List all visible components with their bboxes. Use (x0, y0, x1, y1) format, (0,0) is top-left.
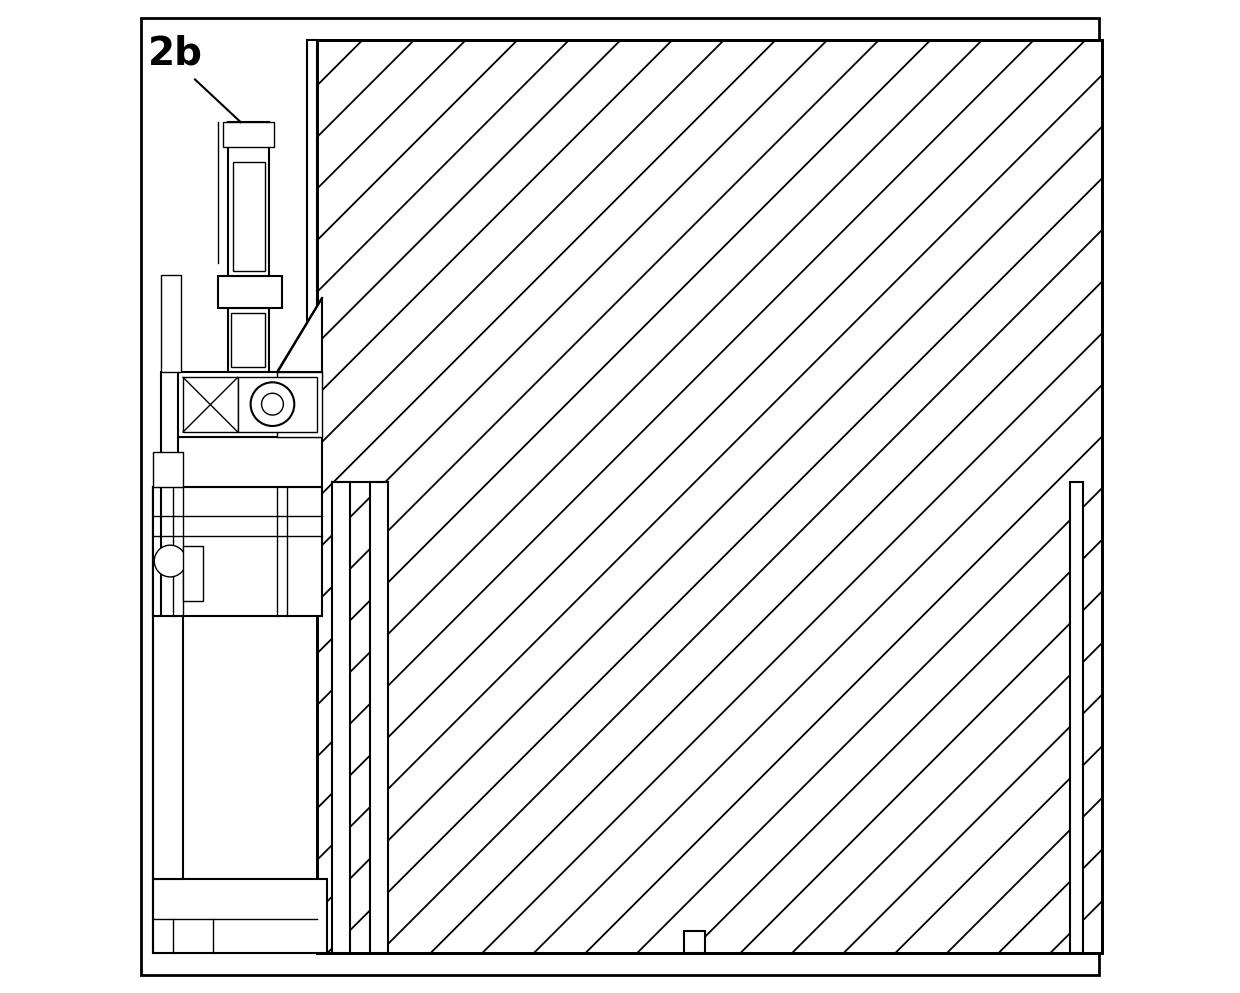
Bar (238, 377, 317, 432)
Polygon shape (278, 298, 322, 372)
Bar (317, 40, 1101, 953)
Bar (184, 377, 238, 432)
Bar (179, 437, 322, 487)
Bar (154, 452, 184, 487)
Bar (370, 482, 388, 953)
Bar (161, 275, 181, 372)
Bar (154, 879, 327, 953)
Bar (231, 313, 265, 367)
Bar (223, 122, 274, 147)
Bar (228, 308, 269, 372)
Bar (683, 931, 706, 953)
Bar (317, 40, 1101, 953)
Bar (218, 276, 283, 308)
Bar (233, 162, 264, 271)
Polygon shape (278, 372, 322, 437)
Bar (317, 40, 1101, 953)
Bar (154, 487, 184, 879)
Bar (179, 372, 322, 437)
Circle shape (250, 382, 294, 426)
Bar (228, 122, 269, 276)
Circle shape (262, 393, 284, 415)
Text: 2b: 2b (149, 35, 203, 72)
Circle shape (154, 545, 186, 577)
Bar (308, 40, 317, 496)
Bar (184, 546, 203, 601)
Bar (332, 482, 350, 953)
Bar (1070, 482, 1083, 953)
Bar (154, 487, 322, 616)
